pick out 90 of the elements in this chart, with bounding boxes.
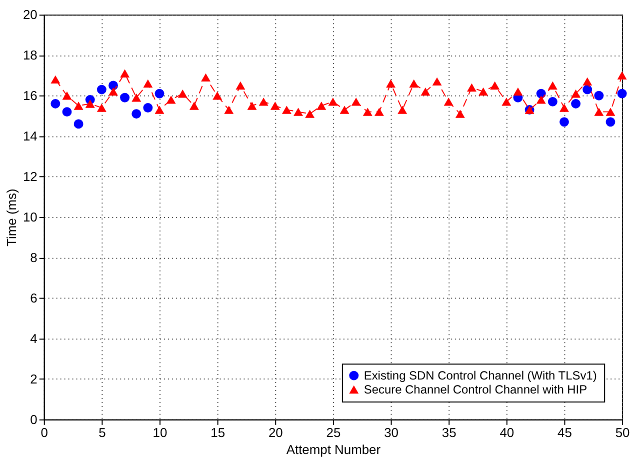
x-tick-label: 45 xyxy=(558,424,572,440)
y-tick-label: 6 xyxy=(30,290,38,306)
x-tick-label: 35 xyxy=(442,424,456,440)
point xyxy=(513,87,523,96)
point xyxy=(455,110,465,118)
x-tick-label: 20 xyxy=(268,424,283,440)
y-tick-label: 2 xyxy=(30,371,38,386)
point xyxy=(606,117,616,127)
point xyxy=(236,81,246,90)
y-tick-label: 8 xyxy=(30,250,38,266)
point xyxy=(294,108,303,116)
point xyxy=(444,98,454,106)
point xyxy=(502,98,512,106)
point xyxy=(582,84,592,94)
point xyxy=(178,90,188,98)
point xyxy=(582,77,592,86)
point xyxy=(478,87,488,96)
y-tick-label: 14 xyxy=(22,128,38,144)
point xyxy=(386,79,396,88)
point xyxy=(374,108,384,116)
point xyxy=(143,79,153,88)
point xyxy=(74,102,84,110)
point xyxy=(132,94,142,102)
y-axis-title: Time (ms) xyxy=(4,188,19,246)
point xyxy=(398,106,408,114)
x-tick-label: 0 xyxy=(40,424,48,440)
point xyxy=(143,103,153,112)
point xyxy=(108,87,118,96)
point xyxy=(120,69,130,78)
x-tick-label: 40 xyxy=(500,424,514,440)
point xyxy=(154,106,164,114)
point xyxy=(617,71,627,80)
point xyxy=(409,79,419,88)
x-tick-label: 15 xyxy=(210,424,226,440)
legend-label: Secure Channel Control Channel with HIP xyxy=(364,382,588,396)
point xyxy=(560,104,569,112)
point xyxy=(571,99,581,108)
x-tick-label: 5 xyxy=(98,424,106,440)
point xyxy=(50,75,60,84)
point xyxy=(351,98,361,106)
point xyxy=(154,88,164,98)
point xyxy=(594,108,604,116)
point xyxy=(166,96,176,104)
point xyxy=(617,88,627,98)
point xyxy=(305,110,315,118)
y-tick-label: 18 xyxy=(22,48,38,63)
y-tick-label: 20 xyxy=(22,7,38,22)
y-tick-label: 12 xyxy=(22,169,38,184)
point xyxy=(606,108,616,116)
point xyxy=(201,73,210,82)
point xyxy=(96,84,106,94)
point xyxy=(432,77,442,86)
point xyxy=(548,81,558,90)
x-tick-label: 30 xyxy=(384,424,398,440)
point xyxy=(62,92,72,100)
point xyxy=(420,87,430,96)
y-tick-label: 4 xyxy=(30,330,38,346)
point xyxy=(224,106,234,114)
x-tick-label: 50 xyxy=(615,424,630,440)
point xyxy=(560,117,569,127)
y-tick-label: 0 xyxy=(30,412,38,427)
point xyxy=(594,90,604,100)
point xyxy=(212,92,222,100)
point xyxy=(96,104,106,112)
point xyxy=(340,106,350,114)
point xyxy=(270,102,280,110)
point xyxy=(74,119,84,129)
point xyxy=(189,102,199,110)
point xyxy=(132,109,142,119)
legend-label: Existing SDN Control Channel (With TLSv1) xyxy=(364,368,597,383)
y-tick-label: 16 xyxy=(22,88,38,104)
point xyxy=(62,107,72,117)
x-tick-label: 10 xyxy=(152,424,168,440)
point xyxy=(85,100,95,108)
point xyxy=(536,96,546,104)
x-axis-title: Attempt Number xyxy=(286,442,382,457)
y-tick-label: 10 xyxy=(22,210,38,225)
point xyxy=(548,96,558,106)
point xyxy=(282,106,292,114)
point xyxy=(328,98,338,106)
point xyxy=(120,92,130,102)
point xyxy=(362,108,372,116)
point xyxy=(490,81,500,90)
point xyxy=(571,90,581,98)
point xyxy=(316,102,326,110)
point xyxy=(466,83,476,92)
point xyxy=(247,102,257,110)
x-tick-label: 25 xyxy=(326,424,341,440)
point xyxy=(50,99,60,108)
point xyxy=(258,98,268,106)
